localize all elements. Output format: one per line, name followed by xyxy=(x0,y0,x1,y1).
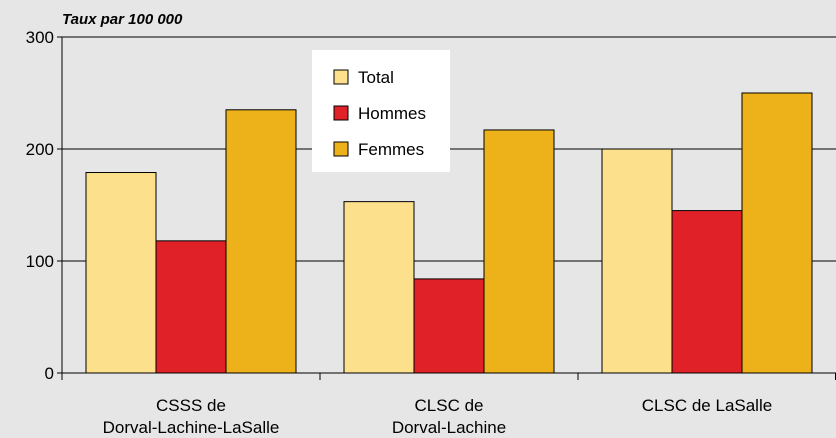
x-tick-label: CSSS de Dorval-Lachine-LaSalle xyxy=(103,396,280,437)
legend-swatch xyxy=(333,105,349,121)
legend-swatch xyxy=(333,141,349,157)
legend-label: Total xyxy=(358,68,394,87)
bar xyxy=(155,240,227,374)
bar xyxy=(671,210,743,374)
y-tick-label: 0 xyxy=(45,364,54,383)
bar xyxy=(601,148,673,374)
bar xyxy=(225,109,297,374)
y-tick-label: 200 xyxy=(26,140,54,159)
x-tick-label: CLSC de LaSalle xyxy=(642,396,772,415)
y-tick-label: 300 xyxy=(26,28,54,47)
legend-label: Femmes xyxy=(358,140,424,159)
bar xyxy=(413,278,485,374)
bar xyxy=(741,92,813,374)
bar xyxy=(483,129,555,374)
x-tick-label: CLSC de Dorval-Lachine xyxy=(392,396,506,437)
legend-label: Hommes xyxy=(358,104,426,123)
y-tick-label: 100 xyxy=(26,252,54,271)
bar xyxy=(85,172,157,374)
bar xyxy=(343,201,415,374)
y-axis-label: Taux par 100 000 xyxy=(62,11,183,28)
legend-swatch xyxy=(333,69,349,85)
